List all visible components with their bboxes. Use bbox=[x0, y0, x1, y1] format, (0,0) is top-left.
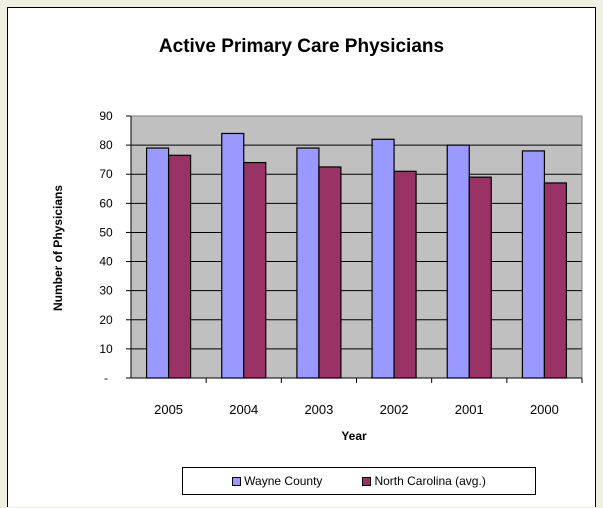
bar-north-carolina-2003 bbox=[318, 166, 342, 379]
bar-wayne-county-2000 bbox=[521, 150, 546, 379]
x-tick-label-2003: 2003 bbox=[304, 402, 333, 417]
legend-item-north-carolina: North Carolina (avg.) bbox=[362, 474, 486, 488]
bar-wayne-county-2001 bbox=[446, 144, 470, 379]
y-tick-label-90: 90 bbox=[99, 109, 113, 123]
bar-north-carolina-2005 bbox=[167, 154, 192, 379]
bar-wayne-county-2005 bbox=[145, 147, 170, 379]
y-tick-label-30: 30 bbox=[99, 284, 113, 298]
y-tick-label-10: 10 bbox=[99, 342, 113, 356]
y-tick-label-50: 50 bbox=[99, 225, 113, 239]
legend-swatch-north-carolina bbox=[362, 476, 372, 486]
x-tick-label-2004: 2004 bbox=[229, 402, 258, 417]
bar-wayne-county-2002 bbox=[371, 138, 395, 379]
y-tick-label-20: 20 bbox=[99, 313, 113, 327]
x-tick-label-2000: 2000 bbox=[530, 402, 559, 417]
x-axis-title: Year bbox=[341, 429, 367, 443]
y-tick-label-60: 60 bbox=[99, 196, 113, 210]
bars bbox=[145, 132, 568, 379]
y-tick-label-40: 40 bbox=[99, 255, 113, 269]
chart-title: Active Primary Care Physicians bbox=[158, 36, 445, 57]
bar-wayne-county-2004 bbox=[221, 132, 245, 379]
y-tick-label-70: 70 bbox=[99, 167, 113, 181]
bar-north-carolina-2000 bbox=[543, 182, 568, 379]
bar-north-carolina-2002 bbox=[393, 170, 417, 379]
bar-north-carolina-2004 bbox=[243, 161, 267, 379]
x-tick-label-2001: 2001 bbox=[455, 402, 484, 417]
legend-item-wayne-county: Wayne County bbox=[232, 474, 322, 488]
plot-background bbox=[131, 116, 582, 378]
bar-north-carolina-2001 bbox=[468, 176, 492, 379]
legend-label-north-carolina: North Carolina (avg.) bbox=[374, 474, 486, 488]
tick-labels: - 10 20 30 40 50 60 70 80 90 2005 2004 2003 2002 2001 2… bbox=[99, 109, 559, 417]
legend-swatch-wayne-county bbox=[232, 476, 242, 486]
x-tick-label-2002: 2002 bbox=[380, 402, 409, 417]
bar-wayne-county-2003 bbox=[296, 147, 320, 379]
x-tick-label-2005: 2005 bbox=[154, 402, 183, 417]
y-tick-label-80: 80 bbox=[99, 138, 113, 152]
axes bbox=[126, 115, 583, 383]
legend-label-wayne-county: Wayne County bbox=[244, 474, 323, 488]
legend: Wayne County North Carolina (avg.) bbox=[182, 467, 536, 495]
y-tick-label-0: - bbox=[104, 371, 108, 385]
